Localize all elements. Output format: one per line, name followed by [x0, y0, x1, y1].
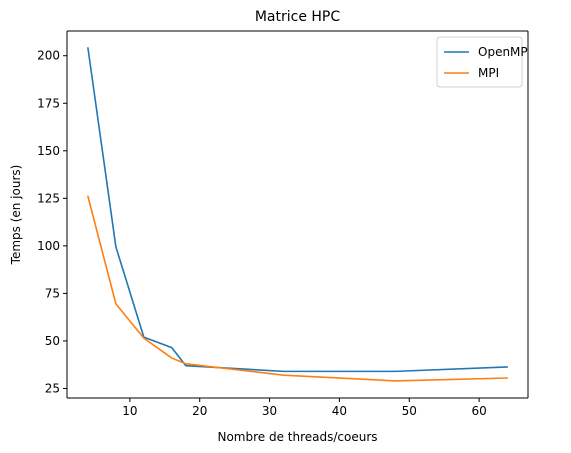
legend: OpenMP MPI [436, 36, 528, 88]
y-tick-label: 25 [45, 381, 60, 395]
x-tick-label: 20 [192, 404, 207, 418]
x-axis-label: Nombre de threads/coeurs [217, 430, 377, 444]
y-axis-label: Temps (en jours) [9, 165, 23, 266]
axes-group: 10 20 30 40 50 60 25 50 75 100 125 150 175 200 [37, 30, 529, 418]
chart-title: Matrice HPC [255, 9, 341, 25]
x-tick-label: 40 [332, 404, 347, 418]
legend-label-openmp: OpenMP [478, 45, 528, 59]
y-tick-label: 175 [37, 96, 60, 110]
y-tick-label: 75 [45, 286, 60, 300]
legend-box [436, 36, 523, 88]
y-tick-label: 125 [37, 191, 60, 205]
series-line-mpi [86, 195, 508, 382]
y-tick-label: 200 [37, 49, 60, 63]
y-tick-label: 100 [37, 239, 60, 253]
legend-label-mpi: MPI [478, 66, 499, 80]
series-group [86, 47, 508, 382]
x-tick-label: 50 [402, 404, 417, 418]
x-tick-label: 10 [122, 404, 137, 418]
x-tick-label: 30 [262, 404, 277, 418]
y-tick-label: 150 [37, 144, 60, 158]
x-tick-label: 60 [471, 404, 486, 418]
series-line-openmp [87, 47, 508, 373]
y-tick-label: 50 [45, 334, 60, 348]
